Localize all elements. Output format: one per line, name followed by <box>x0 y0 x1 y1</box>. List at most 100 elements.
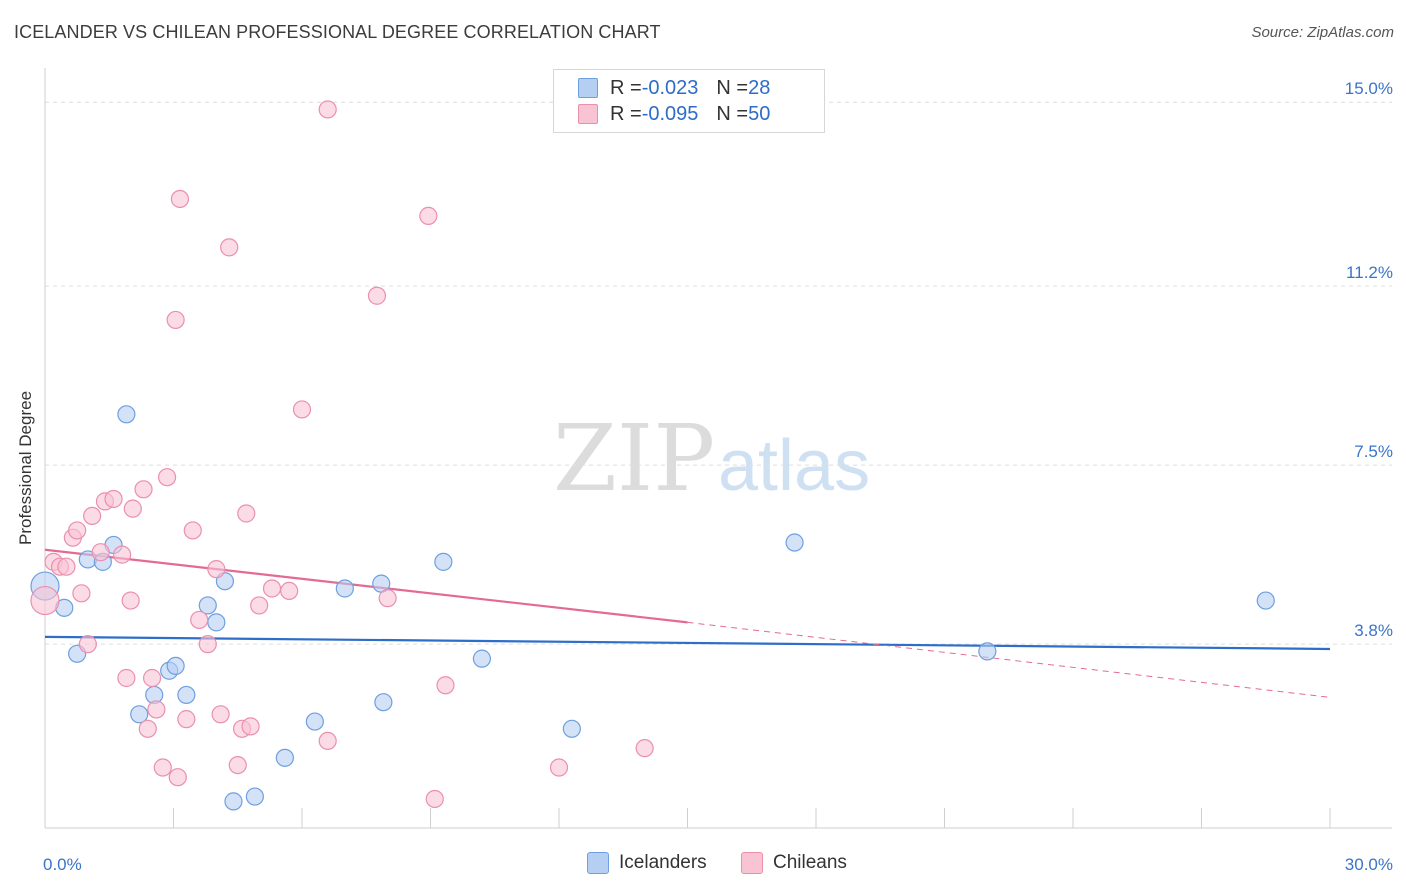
icelanders-legend-label: Icelanders <box>619 852 707 873</box>
legend-row-icelanders: R = -0.023 N = 28 <box>578 75 770 101</box>
chilean-point <box>121 591 140 610</box>
chilean-point <box>318 100 337 119</box>
chilean-point <box>241 717 260 736</box>
chilean-point <box>78 635 97 654</box>
chilean-point <box>228 755 247 775</box>
chilean-point <box>68 521 87 540</box>
icelander-point <box>245 787 264 806</box>
chilean-point <box>153 758 172 777</box>
chilean-point <box>112 545 132 564</box>
chilean-point <box>104 489 123 509</box>
chilean-point <box>237 504 256 523</box>
icelander-point <box>434 552 453 571</box>
n-value: 28 <box>748 76 771 99</box>
chilean-point <box>83 506 102 526</box>
chilean-point <box>142 668 162 688</box>
source-label: Source: ZipAtlas.com <box>1251 24 1394 41</box>
axes <box>44 68 1392 829</box>
legend-row-chileans: R = -0.095 N = 50 <box>578 101 770 127</box>
n-label: N = <box>716 102 749 125</box>
watermark-zip: ZIP <box>553 405 715 512</box>
icelander-point <box>978 642 997 661</box>
chileans-legend-swatch <box>741 852 763 874</box>
chilean-point <box>635 739 654 758</box>
icelander-point <box>275 748 294 767</box>
chilean-point <box>280 581 299 601</box>
chilean-point <box>72 584 91 603</box>
icelanders-swatch <box>578 78 598 98</box>
chilean-point <box>177 710 196 729</box>
icelanders-legend-swatch <box>587 852 609 874</box>
tick-labels: 3.8% 7.5% 11.2% 15.0% 0.0% 30.0% <box>43 79 1393 874</box>
chilean-point <box>250 596 269 615</box>
icelander-point <box>1256 591 1275 610</box>
chilean-point <box>425 789 444 809</box>
chilean-point <box>190 610 209 630</box>
y-tick-label: 15.0% <box>1345 79 1393 98</box>
chilean-point <box>378 589 397 608</box>
icelander-point <box>374 693 393 712</box>
icelander-point <box>130 705 149 724</box>
chilean-point <box>170 189 190 209</box>
r-label: R = <box>610 102 642 125</box>
chileans-legend-label: Chileans <box>773 852 847 873</box>
watermark-atlas: atlas <box>718 426 870 506</box>
icelander-point <box>785 533 804 552</box>
icelander-point <box>177 685 196 705</box>
chilean-point <box>168 768 187 787</box>
icelander-point <box>166 656 185 676</box>
chileans-trend-line <box>44 548 688 624</box>
r-label: R = <box>610 76 642 99</box>
n-value: 50 <box>748 102 771 125</box>
icelander-point <box>207 613 226 632</box>
chilean-point <box>207 560 226 579</box>
icelander-point <box>117 405 136 424</box>
chilean-point <box>211 705 230 724</box>
chilean-point <box>166 310 185 330</box>
trend-lines <box>44 548 1331 698</box>
r-value: -0.095 <box>641 102 699 125</box>
chilean-point <box>147 700 166 719</box>
chileans-trend-extension <box>687 621 1331 698</box>
y-tick-label: 11.2% <box>1346 263 1393 282</box>
y-tick-label: 7.5% <box>1354 442 1393 461</box>
stats-legend: R = -0.023 N = 28 R = -0.095 N = 50 <box>553 69 825 133</box>
chilean-point <box>57 557 76 576</box>
n-label: N = <box>716 76 749 99</box>
icelander-point <box>562 719 581 738</box>
chilean-point <box>549 758 569 777</box>
chilean-point <box>367 286 387 305</box>
chileans-swatch <box>578 104 598 124</box>
chilean-point <box>318 731 337 751</box>
chilean-point <box>138 719 157 738</box>
icelander-point <box>335 579 354 598</box>
x-tick-label: 0.0% <box>43 855 82 874</box>
r-value: -0.023 <box>641 76 699 99</box>
icelander-point <box>305 712 324 731</box>
data-points <box>30 100 1275 811</box>
icelander-point <box>198 596 217 615</box>
chilean-point <box>183 521 202 540</box>
chilean-point <box>292 400 312 419</box>
legend-item-icelanders[interactable]: Icelanders <box>587 852 707 874</box>
icelander-point <box>224 792 243 811</box>
chilean-point <box>436 676 455 695</box>
x-tick-label: 30.0% <box>1345 855 1393 874</box>
chart-title: ICELANDER VS CHILEAN PROFESSIONAL DEGREE… <box>14 22 661 42</box>
chilean-point <box>134 480 153 499</box>
chilean-point <box>117 668 136 688</box>
chilean-point <box>157 468 177 487</box>
grid-lines <box>45 101 1392 645</box>
chilean-point <box>123 499 142 518</box>
chilean-point <box>198 635 217 654</box>
icelanders-trend-line <box>44 635 1331 651</box>
chilean-point <box>30 585 60 616</box>
chilean-point <box>419 206 438 226</box>
icelander-point <box>472 649 491 668</box>
chilean-point <box>220 238 239 257</box>
chilean-point <box>262 579 282 598</box>
y-tick-label: 3.8% <box>1354 621 1393 640</box>
chilean-point <box>91 543 110 562</box>
legend-item-chileans[interactable]: Chileans <box>741 852 847 874</box>
